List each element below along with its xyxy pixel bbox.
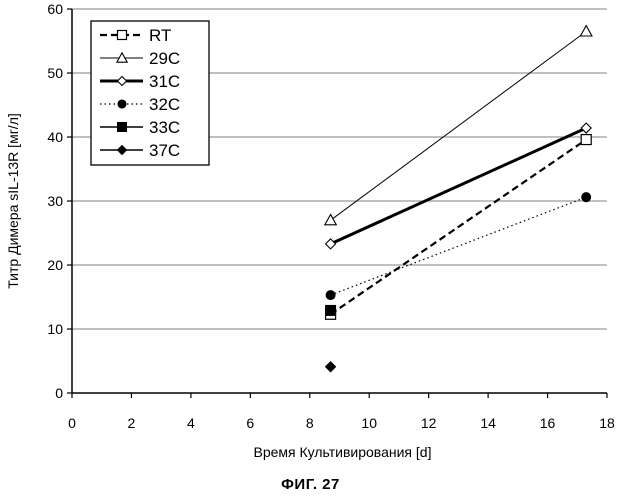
marker-open-square [116,29,128,41]
marker-filled-square [117,122,127,132]
legend: RT 29C 31C 32C 33C 37C [90,20,210,166]
marker-open-diamond [116,75,128,87]
marker-filled-diamond [116,144,128,156]
y-tick-label: 30 [47,193,63,209]
marker-open-diamond [324,238,337,250]
y-tick-label: 20 [47,257,63,273]
marker-filled-square [325,304,337,316]
legend-item-rt: RT [100,26,171,45]
x-tick-label: 2 [128,415,136,431]
series-32c [325,192,592,301]
legend-item-29c: 29C [100,49,180,68]
y-tick-label: 40 [47,129,63,145]
y-tick-label: 10 [47,321,63,337]
marker-open-triangle [115,51,129,63]
figure-caption: ФИГ. 27 [281,476,340,493]
legend-label: 33C [149,118,180,137]
series-line [329,138,587,316]
x-axis-title: Время Культивирования [d] [254,444,432,460]
x-tick-label: 0 [68,415,76,431]
legend-label: 32C [149,95,180,114]
legend-label: 31C [149,72,180,91]
legend-item-32c: 32C [100,95,180,114]
marker-filled-circle [325,290,336,301]
legend-item-33c: 33C [100,118,180,137]
x-tick-label: 4 [187,415,195,431]
legend-item-37c: 37C [100,141,180,160]
legend-label: 37C [149,141,180,160]
x-tick-label: 18 [599,415,615,431]
marker-filled-diamond [324,361,337,373]
legend-label: RT [149,26,171,45]
y-tick-label: 50 [47,65,63,81]
x-tick-label: 6 [246,415,254,431]
x-tick-label: 14 [480,415,496,431]
x-tick-label: 8 [306,415,314,431]
y-tick-label: 0 [55,385,63,401]
series-31c [324,122,592,250]
series-37c [324,361,337,373]
marker-open-triangle [323,213,338,226]
axes: 0 10 20 30 40 50 60 0 2 4 6 8 10 12 14 16 18 [47,1,615,431]
legend-item-31c: 31C [100,72,180,91]
legend-label: 29C [149,49,180,68]
series-line [329,126,587,246]
marker-open-triangle [579,24,593,37]
marker-filled-circle [581,192,592,203]
y-tick-label: 60 [47,1,63,17]
legend-box [90,20,210,166]
x-tick-label: 12 [421,415,437,431]
marker-filled-circle [117,99,127,109]
series-line [330,196,587,296]
marker-open-diamond [580,122,592,134]
series-29c [323,24,593,226]
series-33c [325,304,337,316]
series-group [323,24,593,373]
series-line [330,30,587,221]
y-axis-title: Титр Димера sIL-13R [мг/л] [5,113,21,289]
x-tick-label: 10 [361,415,377,431]
x-tick-label: 16 [540,415,556,431]
marker-open-square [580,133,592,146]
